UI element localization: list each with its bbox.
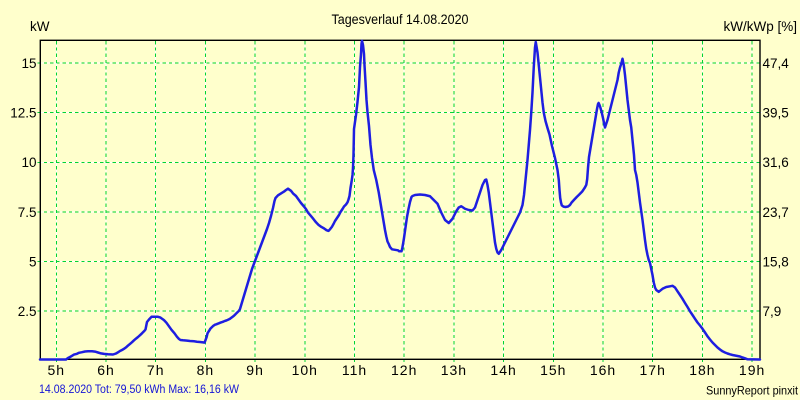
- svg-text:6h: 6h: [97, 362, 115, 378]
- svg-text:17h: 17h: [640, 362, 666, 378]
- svg-text:7,9: 7,9: [763, 304, 782, 319]
- svg-text:19h: 19h: [739, 362, 765, 378]
- svg-text:11h: 11h: [342, 362, 367, 378]
- svg-text:39,5: 39,5: [763, 106, 789, 121]
- svg-text:12.5: 12.5: [10, 106, 36, 121]
- svg-text:12h: 12h: [391, 362, 417, 378]
- svg-text:10h: 10h: [292, 362, 318, 378]
- svg-text:47,4: 47,4: [763, 56, 790, 71]
- svg-text:23,7: 23,7: [763, 205, 789, 220]
- svg-text:10: 10: [21, 155, 36, 170]
- svg-text:SunnyReport pinxit: SunnyReport pinxit: [706, 384, 799, 398]
- svg-text:14.08.2020 Tot: 79,50 kWh Max:: 14.08.2020 Tot: 79,50 kWh Max: 16,16 kW: [39, 384, 239, 396]
- svg-text:9h: 9h: [246, 362, 264, 378]
- svg-text:Tagesverlauf 14.08.2020: Tagesverlauf 14.08.2020: [332, 12, 469, 27]
- svg-text:14h: 14h: [490, 362, 516, 378]
- svg-text:2.5: 2.5: [18, 304, 37, 319]
- svg-text:15h: 15h: [540, 362, 566, 378]
- svg-text:5h: 5h: [48, 362, 66, 378]
- svg-text:8h: 8h: [197, 362, 215, 378]
- svg-text:15,8: 15,8: [763, 254, 789, 269]
- svg-text:18h: 18h: [689, 362, 715, 378]
- svg-text:16h: 16h: [590, 362, 616, 378]
- svg-text:31,6: 31,6: [763, 155, 789, 170]
- svg-text:13h: 13h: [441, 362, 467, 378]
- svg-text:15: 15: [21, 56, 36, 71]
- svg-text:7.5: 7.5: [18, 205, 37, 220]
- svg-text:7h: 7h: [147, 362, 165, 378]
- svg-text:5: 5: [29, 254, 37, 269]
- svg-text:kW: kW: [30, 19, 50, 34]
- svg-text:kW/kWp [%]: kW/kWp [%]: [724, 19, 798, 34]
